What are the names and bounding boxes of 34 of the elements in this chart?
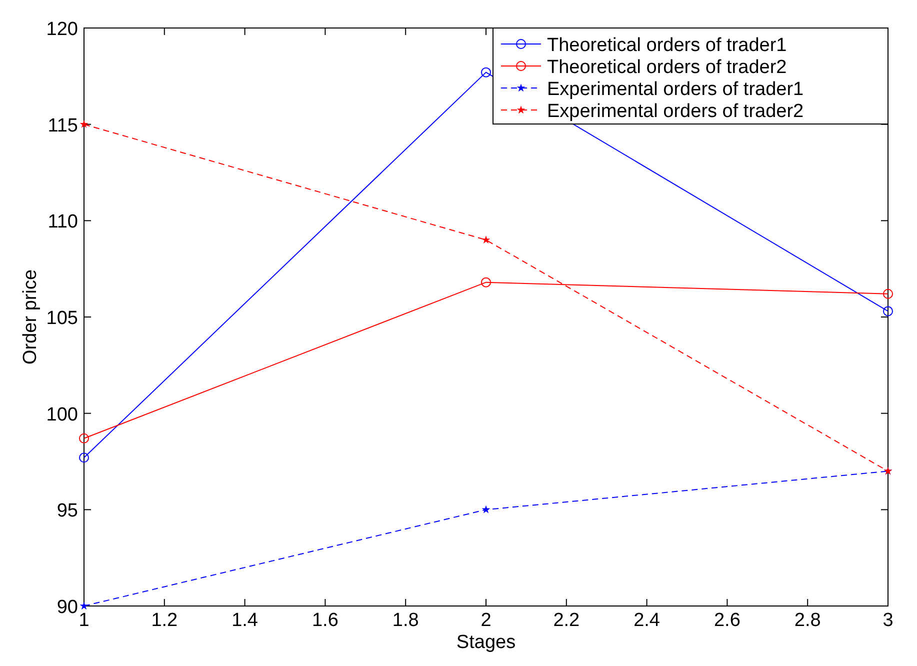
point	[80, 120, 88, 128]
point	[79, 433, 89, 444]
point	[482, 505, 490, 514]
point	[883, 306, 893, 316]
legend-label: Experimental orders of trader1	[547, 79, 804, 100]
x-tick-label: 2	[480, 610, 492, 631]
legend-label: Theoretical orders of trader2	[547, 57, 787, 78]
point	[883, 288, 893, 299]
legend-label: Experimental orders of trader2	[547, 101, 804, 122]
x-tick-label: 1.2	[151, 610, 178, 631]
legend-label: Theoretical orders of trader1	[547, 35, 787, 56]
y-tick-label: 100	[46, 404, 78, 426]
x-axis-title: Stages	[456, 632, 516, 653]
x-tick-label: 2.2	[553, 610, 580, 631]
x-tick-label: 2.8	[794, 610, 821, 631]
point	[482, 236, 490, 244]
x-tick-label: 1.4	[232, 610, 258, 631]
point	[481, 277, 491, 288]
y-tick-label: 90	[56, 597, 78, 618]
x-tick-label: 2.4	[634, 610, 660, 631]
point	[80, 602, 88, 610]
point	[79, 452, 89, 463]
y-tick-label: 95	[56, 500, 78, 522]
x-tick-label: 1.8	[392, 610, 419, 631]
point	[481, 67, 491, 78]
y-axis-title: Order price	[20, 269, 41, 365]
x-tick-label: 1	[78, 610, 90, 631]
y-tick-label: 120	[46, 19, 78, 40]
x-tick-label: 2.6	[714, 610, 740, 631]
y-tick-label: 110	[48, 212, 78, 233]
y-tick-label: 115	[48, 115, 78, 136]
x-tick-label: 3	[882, 610, 894, 631]
y-tick-label: 105	[46, 308, 78, 329]
x-tick-label: 1.6	[312, 610, 338, 631]
